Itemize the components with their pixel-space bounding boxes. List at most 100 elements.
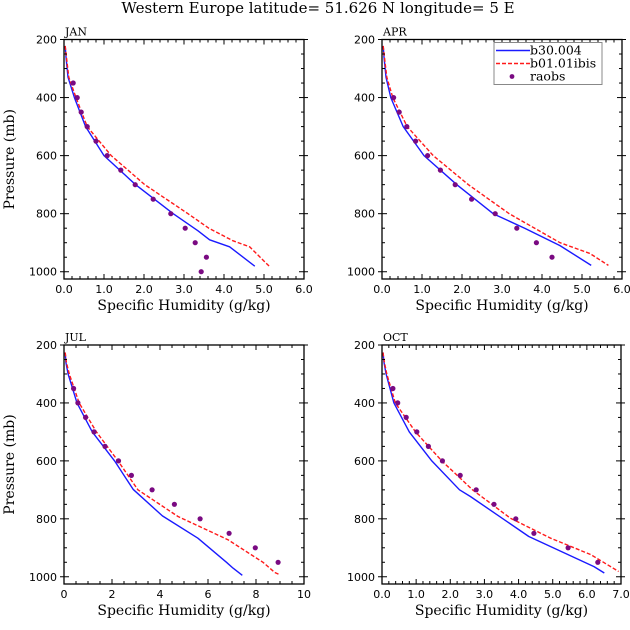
- raobs-point: [71, 385, 77, 392]
- panel-title: JUL: [64, 331, 87, 344]
- y-tick-label: 600: [354, 150, 375, 163]
- y-tick-label: 400: [354, 92, 375, 105]
- raobs-point: [102, 443, 108, 449]
- x-tick-label: 4: [157, 588, 164, 601]
- x-tick-label: 5.0: [255, 283, 273, 296]
- y-tick-label: 600: [354, 455, 375, 468]
- x-tick-label: 0.0: [373, 283, 391, 296]
- x-tick-label: 6.0: [578, 588, 596, 601]
- raobs-point: [403, 414, 409, 420]
- x-tick-label: 6.0: [613, 283, 630, 296]
- y-tick-label: 1000: [29, 571, 57, 584]
- series-line-b01-01ibis: [64, 352, 281, 576]
- x-axis-label: Specific Humidity (g/kg): [415, 603, 588, 619]
- raobs-point: [197, 516, 203, 522]
- raobs-point: [171, 501, 177, 507]
- x-tick-label: 3.0: [175, 283, 193, 296]
- y-tick-label: 800: [354, 208, 375, 221]
- raobs-point: [70, 80, 76, 86]
- series-line-b30-004: [64, 45, 256, 267]
- raobs-point: [513, 516, 519, 522]
- raobs-point: [203, 254, 209, 260]
- raobs-point: [115, 458, 122, 464]
- raobs-point: [469, 196, 475, 202]
- raobs-point: [75, 400, 81, 406]
- x-tick-label: 7.0: [612, 588, 630, 601]
- y-tick-label: 800: [36, 208, 57, 221]
- x-tick-label: 8: [253, 588, 260, 601]
- legend-label: raobs: [530, 69, 565, 84]
- series-line-b01-01ibis: [382, 45, 609, 266]
- raobs-point: [437, 167, 443, 173]
- raobs-point: [425, 443, 431, 449]
- x-axis-label: Specific Humidity (g/kg): [97, 298, 270, 314]
- y-tick-label: 600: [36, 455, 57, 468]
- y-tick-label: 1000: [29, 266, 57, 279]
- y-tick-label: 200: [354, 339, 375, 352]
- raobs-point: [198, 269, 204, 275]
- raobs-point: [252, 545, 258, 551]
- plot-area: [64, 352, 281, 576]
- raobs-point: [595, 559, 601, 565]
- x-tick-label: 1.0: [95, 283, 113, 296]
- x-tick-label: 3.0: [476, 588, 494, 601]
- y-tick-label: 200: [354, 34, 375, 47]
- panel-apr: APR 0.0 1.0 2.0 3.0 4.0 5.0 6.0 200 400 600 800 1000…: [347, 26, 630, 315]
- y-tick-label: 400: [36, 92, 57, 105]
- x-tick-label: 5.0: [544, 588, 562, 601]
- raobs-point: [78, 109, 84, 115]
- raobs-point: [531, 530, 537, 536]
- raobs-point: [150, 196, 156, 202]
- legend-label: b30.004: [530, 43, 582, 58]
- raobs-point: [104, 153, 110, 159]
- series-line-b30-004: [382, 352, 605, 574]
- panel-jan: JAN 0.0 1.0 2.0 3.0 4.0 5.0 6.0 200 400 600 800 1000…: [2, 26, 313, 315]
- raobs-point: [413, 138, 419, 144]
- panel-title: OCT: [383, 331, 408, 344]
- raobs-point: [439, 458, 445, 464]
- figure-title: Western Europe latitude= 51.626 N longit…: [121, 0, 514, 17]
- raobs-point: [492, 211, 498, 217]
- y-tick-label: 400: [36, 397, 57, 410]
- x-tick-label: 3.0: [493, 283, 511, 296]
- x-tick-label: 6.0: [295, 283, 313, 296]
- x-tick-label: 4.0: [510, 588, 528, 601]
- raobs-point: [84, 124, 90, 130]
- x-tick-label: 4.0: [215, 283, 233, 296]
- y-tick-label: 800: [354, 513, 375, 526]
- y-tick-label: 1000: [347, 266, 375, 279]
- raobs-point: [226, 530, 232, 536]
- x-tick-label: 1.0: [407, 588, 425, 601]
- raobs-point: [182, 225, 188, 231]
- x-tick-label: 4.0: [533, 283, 551, 296]
- x-axis-label: Specific Humidity (g/kg): [415, 298, 588, 314]
- raobs-point: [396, 109, 402, 115]
- raobs-point: [452, 182, 458, 188]
- y-tick-label: 200: [36, 34, 57, 47]
- series-line-b01-01ibis: [64, 45, 270, 267]
- raobs-point: [128, 472, 134, 478]
- x-axis-label: Specific Humidity (g/kg): [97, 603, 270, 619]
- x-tick-label: 0.0: [55, 283, 73, 296]
- raobs-point: [168, 211, 174, 217]
- raobs-point: [275, 559, 281, 565]
- legend-label: b01.01ibis: [530, 56, 596, 71]
- raobs-point: [457, 472, 463, 478]
- x-tick-label: 2: [109, 588, 116, 601]
- raobs-point: [425, 153, 431, 159]
- plot-area: [382, 45, 609, 266]
- raobs-point: [404, 124, 410, 130]
- plot-frame: [381, 344, 622, 585]
- panel-oct: OCT 0.0 1.0 2.0 3.0 4.0 5.0 6.0 7.0 200 400 600 800 1…: [347, 331, 630, 619]
- plot-frame: [63, 38, 305, 280]
- series-line-b30-004: [64, 352, 243, 576]
- raobs-point: [83, 414, 89, 420]
- raobs-point: [395, 400, 401, 406]
- raobs-point: [533, 240, 540, 246]
- x-tick-label: 2.0: [135, 283, 153, 296]
- x-tick-label: 5.0: [573, 283, 591, 296]
- raobs-point: [91, 429, 97, 435]
- raobs-point: [149, 487, 155, 493]
- y-tick-label: 600: [36, 150, 57, 163]
